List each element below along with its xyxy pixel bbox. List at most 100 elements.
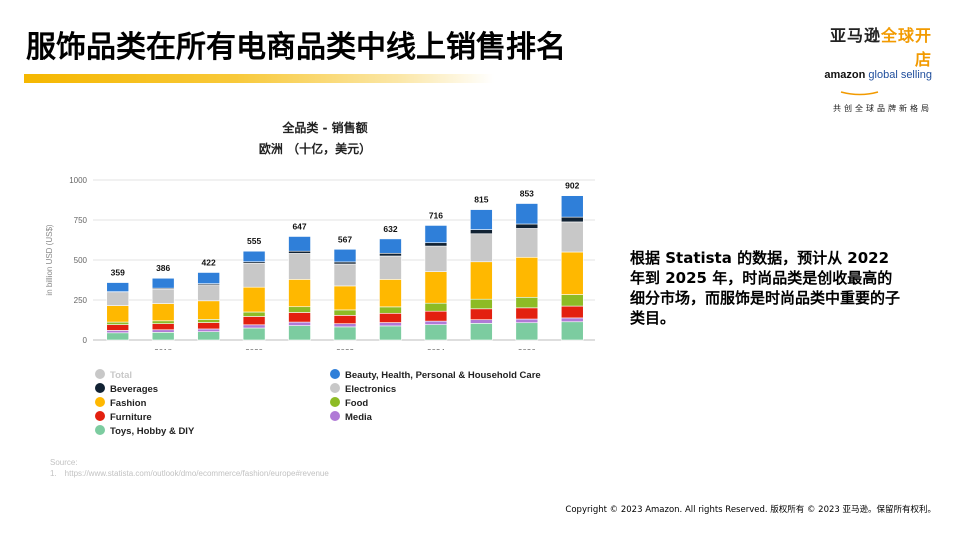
legend-item[interactable]: Media (330, 411, 372, 423)
bar-segment (333, 323, 357, 328)
bar-segment (151, 329, 175, 333)
bar-segment (424, 324, 448, 341)
x-tick-label: 2026 (518, 348, 536, 350)
legend-item[interactable]: Fashion (95, 397, 147, 409)
bar-segment (288, 250, 311, 254)
bar-segment (333, 326, 357, 341)
legend-swatch-icon (330, 397, 340, 408)
brand-cn-part1: 亚马逊 (829, 26, 881, 45)
legend-label: Beverages (110, 384, 159, 395)
bar-segment (288, 279, 311, 308)
bar-segment (379, 306, 402, 314)
legend-item[interactable]: Furniture (95, 411, 152, 423)
legend-label: Beauty, Health, Personal & Household Car… (345, 370, 541, 381)
x-tick-label: 2024 (427, 348, 445, 350)
legend-item[interactable]: Electronics (330, 383, 396, 395)
bar-segment (151, 288, 175, 304)
total-data-label: 902 (565, 181, 579, 191)
bar-segment (242, 286, 266, 313)
bar-segment (379, 312, 402, 323)
brand-name-en: amazon global selling (822, 69, 932, 81)
bar-segment (106, 282, 130, 292)
bar-segment (242, 327, 266, 341)
y-tick-label: 750 (74, 216, 88, 225)
legend-label: Furniture (110, 412, 152, 423)
legend-item[interactable]: Beverages (95, 383, 159, 395)
bar-segment (288, 253, 311, 280)
brand-en-amazon: amazon (824, 69, 866, 81)
chart-subtitle: 欧洲 （十亿，美元） (259, 141, 371, 156)
bar-segment (379, 325, 402, 341)
bar-segment (197, 272, 220, 284)
bar-segment (515, 307, 539, 320)
y-tick-label: 250 (74, 296, 88, 305)
bar-segment (288, 312, 311, 323)
legend-label: Fashion (110, 398, 147, 409)
bar-segment (333, 263, 357, 287)
x-tick-label: 2018 (154, 348, 172, 350)
y-tick-label: 0 (83, 336, 88, 345)
legend-swatch-icon (95, 425, 105, 436)
legend-swatch-icon (330, 411, 340, 422)
total-data-label: 422 (202, 257, 216, 267)
bar-segment (515, 322, 539, 341)
bar-segment (560, 195, 584, 218)
description-text: 根据 Statista 的数据，预计从 2022 年到 2025 年，时尚品类是… (630, 249, 901, 327)
bar-segment (560, 305, 584, 319)
bar-segment (470, 233, 493, 263)
bar-segment (424, 310, 448, 322)
y-tick-label: 1000 (69, 176, 87, 185)
bar-segment (470, 323, 493, 341)
bar-segment (470, 261, 493, 300)
legend-label: Food (345, 398, 369, 409)
bar-segment (470, 308, 493, 320)
chart-legend: Total Beauty, Health, Personal & Househol… (95, 369, 565, 450)
legend-label: Total (110, 370, 132, 381)
brand-logo: 亚马逊全球开店 amazon global selling 共创全球品牌新格局 (822, 22, 932, 114)
bar-segment (288, 325, 311, 341)
chart-y-axis-label: in billion USD (US$) (45, 224, 54, 295)
bar-segment (151, 277, 175, 289)
chart-bars (106, 195, 584, 341)
source-ref-number: 1. (50, 469, 57, 478)
bar-segment (197, 300, 220, 320)
bar-segment (515, 228, 539, 258)
bar-segment (333, 315, 357, 324)
bar-segment (106, 292, 130, 306)
legend-item[interactable]: Food (330, 397, 369, 409)
total-data-label: 647 (292, 221, 306, 231)
bar-segment (106, 305, 130, 323)
brand-cn-part2: 全球开店 (880, 26, 932, 69)
source-note: Source: 1. https://www.statista.com/outlo… (50, 457, 329, 479)
amazon-smile-icon (840, 91, 879, 96)
source-url[interactable]: https://www.statista.com/outlook/dmo/eco… (64, 469, 329, 478)
legend-item[interactable]: Beauty, Health, Personal & Household Car… (330, 369, 541, 381)
bar-segment (470, 209, 493, 230)
page-title: 服饰品类在所有电商品类中线上销售排名 (26, 30, 566, 65)
total-data-label: 815 (474, 195, 488, 205)
bar-segment (151, 320, 175, 324)
bar-segment (470, 229, 493, 235)
bar-segment (560, 294, 584, 307)
chart-title: 全品类 - 销售额 (281, 120, 367, 135)
title-underline (24, 74, 494, 83)
brand-tagline: 共创全球品牌新格局 (833, 104, 932, 113)
bar-segment (333, 261, 357, 265)
total-data-label: 853 (520, 189, 534, 199)
legend-item[interactable]: Total (95, 369, 132, 381)
total-data-label: 386 (156, 263, 170, 273)
bar-segment (288, 236, 311, 252)
bar-segment (333, 248, 357, 263)
bar-segment (424, 302, 448, 312)
bar-segment (197, 319, 220, 323)
legend-item[interactable]: Toys, Hobby & DIY (95, 425, 194, 437)
bar-segment (379, 279, 402, 308)
bar-segment (242, 324, 266, 329)
x-tick-label: 2020 (245, 348, 263, 350)
legend-swatch-icon (330, 383, 340, 394)
legend-swatch-icon (95, 411, 105, 422)
bar-segment (379, 252, 402, 257)
bar-segment (470, 298, 493, 310)
legend-label: Media (345, 412, 372, 423)
bar-segment (242, 250, 266, 263)
